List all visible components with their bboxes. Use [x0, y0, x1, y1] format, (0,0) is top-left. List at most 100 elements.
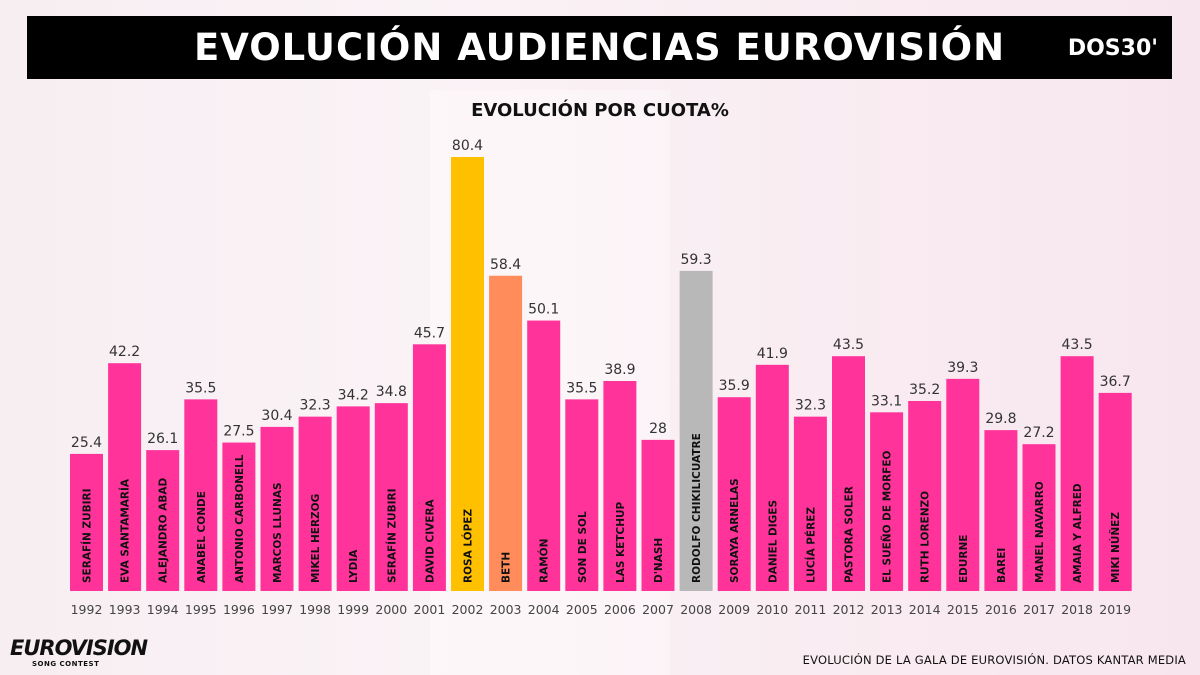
year-label-2013: 2013 [871, 602, 903, 617]
year-label-2001: 2001 [413, 602, 445, 617]
value-label-2004: 50.1 [528, 302, 559, 318]
year-label-1997: 1997 [261, 602, 293, 617]
year-label-2008: 2008 [680, 602, 712, 617]
bar-1997 [260, 426, 294, 591]
year-label-2019: 2019 [1099, 602, 1131, 617]
year-label-2006: 2006 [604, 602, 636, 617]
page-title: EVOLUCIÓN AUDIENCIAS EUROVISIÓN [193, 26, 1006, 69]
bar-2019 [1098, 392, 1132, 591]
value-label-2008: 59.3 [681, 252, 712, 268]
bar-2013 [870, 412, 904, 591]
year-label-2017: 2017 [1023, 602, 1055, 617]
artist-label-2004: RAMÓN [538, 539, 551, 583]
year-label-1993: 1993 [109, 602, 141, 617]
bar-2009 [717, 397, 751, 591]
bar-2011 [793, 416, 827, 591]
bar-1995 [184, 399, 218, 591]
title-bar: EVOLUCIÓN AUDIENCIAS EUROVISIÓN DOS30' [27, 16, 1172, 79]
artist-label-2003: BETH [501, 552, 513, 583]
artist-label-2009: SORAYA ARNELAS [729, 478, 741, 583]
bar-2003 [489, 275, 523, 591]
value-label-2018: 43.5 [1062, 337, 1093, 353]
artist-label-2015: EDURNE [958, 535, 970, 583]
value-label-2010: 41.9 [757, 346, 788, 362]
source-note: EVOLUCIÓN DE LA GALA DE EUROVISIÓN. DATO… [802, 653, 1186, 667]
artist-label-2006: LAS KETCHUP [615, 501, 627, 583]
bar-2001 [412, 344, 446, 591]
artist-label-2001: DAVID CIVERA [424, 498, 436, 583]
year-label-2011: 2011 [794, 602, 826, 617]
eurovision-logo: EUROVISION SONG CONTEST [10, 636, 148, 672]
artist-label-2007: D'NASH [653, 538, 665, 583]
value-label-2019: 36.7 [1100, 374, 1131, 390]
artist-label-2002: ROSA LÓPEZ [462, 509, 475, 583]
bar-2016 [984, 430, 1018, 591]
bar-2015 [946, 378, 980, 591]
bar-1999 [336, 406, 370, 591]
bar-2006 [603, 381, 637, 591]
artist-label-2016: BAREI [996, 548, 1008, 583]
artist-label-2014: RUTH LORENZO [920, 491, 932, 583]
year-label-1996: 1996 [223, 602, 255, 617]
artist-label-2013: EL SUEÑO DE MORFEO [881, 451, 894, 583]
value-label-2015: 39.3 [947, 360, 978, 376]
logo-sub-text: SONG CONTEST [32, 660, 100, 668]
value-label-1998: 32.3 [300, 398, 331, 414]
bar-1993 [108, 363, 142, 591]
bar-2012 [832, 356, 865, 591]
year-label-2018: 2018 [1061, 602, 1093, 617]
artist-label-2008: RODOLFO CHIKILICUATRE [691, 433, 703, 583]
bar-1992 [70, 453, 103, 591]
value-label-1994: 26.1 [147, 431, 178, 447]
artist-label-2012: PASTORA SOLER [844, 486, 856, 583]
bar-2007 [641, 439, 675, 591]
artist-label-2017: MANEL NAVARRO [1034, 481, 1046, 583]
value-label-2000: 34.8 [376, 384, 407, 400]
artist-label-1997: MARCOS LLUNAS [272, 482, 284, 583]
artist-label-2000: SERAFÍN ZUBIRI [385, 488, 398, 583]
bar-2018 [1060, 356, 1094, 591]
year-label-1998: 1998 [299, 602, 331, 617]
year-label-2014: 2014 [909, 602, 941, 617]
artist-label-2018: AMAIA Y ALFRED [1072, 483, 1084, 583]
logo-main-text: EUROVISION [10, 636, 148, 660]
value-label-1992: 25.4 [71, 435, 102, 451]
artist-label-2010: DANIEL DIGES [767, 500, 779, 583]
bar-2008 [679, 270, 713, 591]
artist-label-1999: LYDIA [348, 549, 360, 583]
chart-title: EVOLUCIÓN POR CUOTA% [471, 100, 729, 121]
value-label-2006: 38.9 [604, 362, 635, 378]
value-label-2005: 35.5 [566, 380, 597, 396]
value-label-2016: 29.8 [985, 411, 1016, 427]
value-label-1996: 27.5 [223, 424, 254, 440]
bar-2017 [1022, 444, 1056, 591]
artist-label-1998: MIKEL HERZOG [310, 494, 322, 583]
value-label-2009: 35.9 [719, 378, 750, 394]
artist-label-1992: SERAFÍN ZUBIRI [81, 488, 94, 583]
year-label-2007: 2007 [642, 602, 674, 617]
value-label-2013: 33.1 [871, 393, 902, 409]
year-label-2005: 2005 [566, 602, 598, 617]
value-label-2011: 32.3 [795, 398, 826, 414]
year-label-1994: 1994 [147, 602, 179, 617]
value-label-2012: 43.5 [833, 337, 864, 353]
year-label-2004: 2004 [528, 602, 560, 617]
year-label-2012: 2012 [833, 602, 865, 617]
artist-label-2011: LUCÍA PÉREZ [804, 507, 817, 583]
value-label-2007: 28 [649, 421, 667, 437]
bar-2004 [527, 320, 561, 591]
year-label-2000: 2000 [375, 602, 407, 617]
bar-2014 [908, 400, 942, 591]
brand-logo: DOS30' [1067, 36, 1158, 61]
bar-2000 [374, 403, 408, 591]
bar-1994 [146, 450, 180, 591]
value-label-2014: 35.2 [909, 382, 940, 398]
artist-label-1993: EVA SANTAMARÍA [119, 478, 132, 583]
value-label-2003: 58.4 [490, 257, 521, 273]
year-label-2015: 2015 [947, 602, 979, 617]
bar-2005 [565, 399, 599, 591]
year-label-2003: 2003 [490, 602, 522, 617]
year-label-2010: 2010 [756, 602, 788, 617]
value-label-1999: 34.2 [338, 387, 369, 403]
